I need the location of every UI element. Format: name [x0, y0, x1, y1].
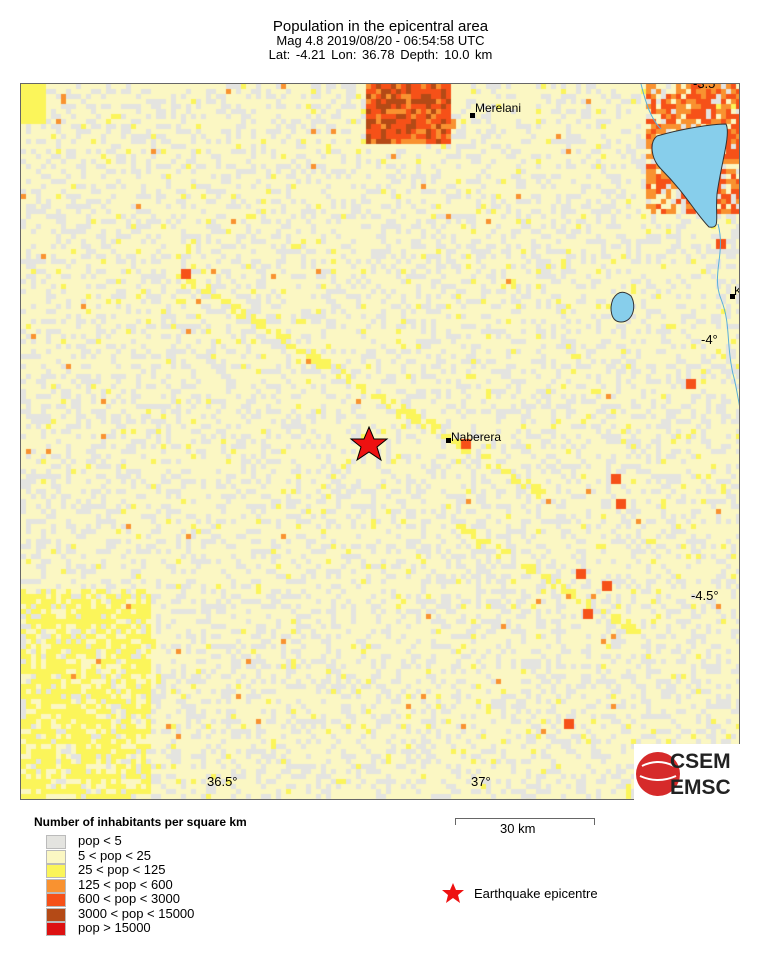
- scale-label: 30 km: [500, 821, 536, 836]
- legend-label: 5 < pop < 25: [78, 847, 152, 863]
- legend-label: 25 < pop < 125: [78, 862, 166, 877]
- lat-label: -3.5: [693, 83, 716, 91]
- legend-swatch: [46, 878, 66, 893]
- legend-swatch: [46, 907, 66, 922]
- event-location: Lat: -4.21 Lon: 36.78 Depth: 10.0 km: [268, 47, 493, 62]
- lon-label: 36.5°: [207, 774, 238, 789]
- svg-text:CSEM: CSEM: [670, 750, 731, 773]
- population-map: Merelani Naberera K -3.5 -4° -4.5° 36.5°…: [20, 83, 740, 800]
- scale-bar: [455, 818, 595, 825]
- emsc-logo: CSEM EMSC: [634, 744, 740, 800]
- legend-swatch: [46, 835, 66, 849]
- legend-swatch: [46, 864, 66, 878]
- legend-label: pop < 5: [78, 833, 122, 848]
- river: [640, 84, 739, 406]
- place-label: Naberera: [451, 430, 502, 444]
- legend-label: 3000 < pop < 15000: [78, 905, 195, 921]
- legend-swatch: [46, 849, 66, 864]
- town-marker: [470, 113, 475, 118]
- legend-title: Number of inhabitants per square km: [34, 815, 247, 829]
- place-label: Merelani: [475, 101, 522, 115]
- town-marker: [446, 438, 451, 443]
- town-marker: [730, 294, 735, 299]
- legend-label: 125 < pop < 600: [78, 876, 173, 892]
- epicentre-legend-star: [442, 883, 464, 903]
- legend-label: pop > 15000: [78, 920, 151, 935]
- map-overlay: [349, 84, 739, 462]
- lake-large: [651, 123, 728, 228]
- epicentre-legend-label: Earthquake epicentre: [474, 886, 598, 901]
- legend-label: 600 < pop < 3000: [78, 891, 180, 906]
- lat-label: -4°: [701, 332, 718, 347]
- lake-small: [610, 291, 635, 323]
- legend-swatch: [46, 893, 66, 907]
- legend-swatch: [46, 922, 66, 936]
- event-info: Mag 4.8 2019/08/20 - 06:54:58 UTC: [276, 33, 485, 48]
- lat-label: -4.5°: [691, 588, 719, 603]
- epicentre-star: [349, 425, 389, 462]
- lon-label: 37°: [471, 774, 491, 789]
- svg-text:EMSC: EMSC: [670, 776, 731, 799]
- map-title: Population in the epicentral area: [272, 18, 489, 35]
- place-label: K: [734, 284, 739, 298]
